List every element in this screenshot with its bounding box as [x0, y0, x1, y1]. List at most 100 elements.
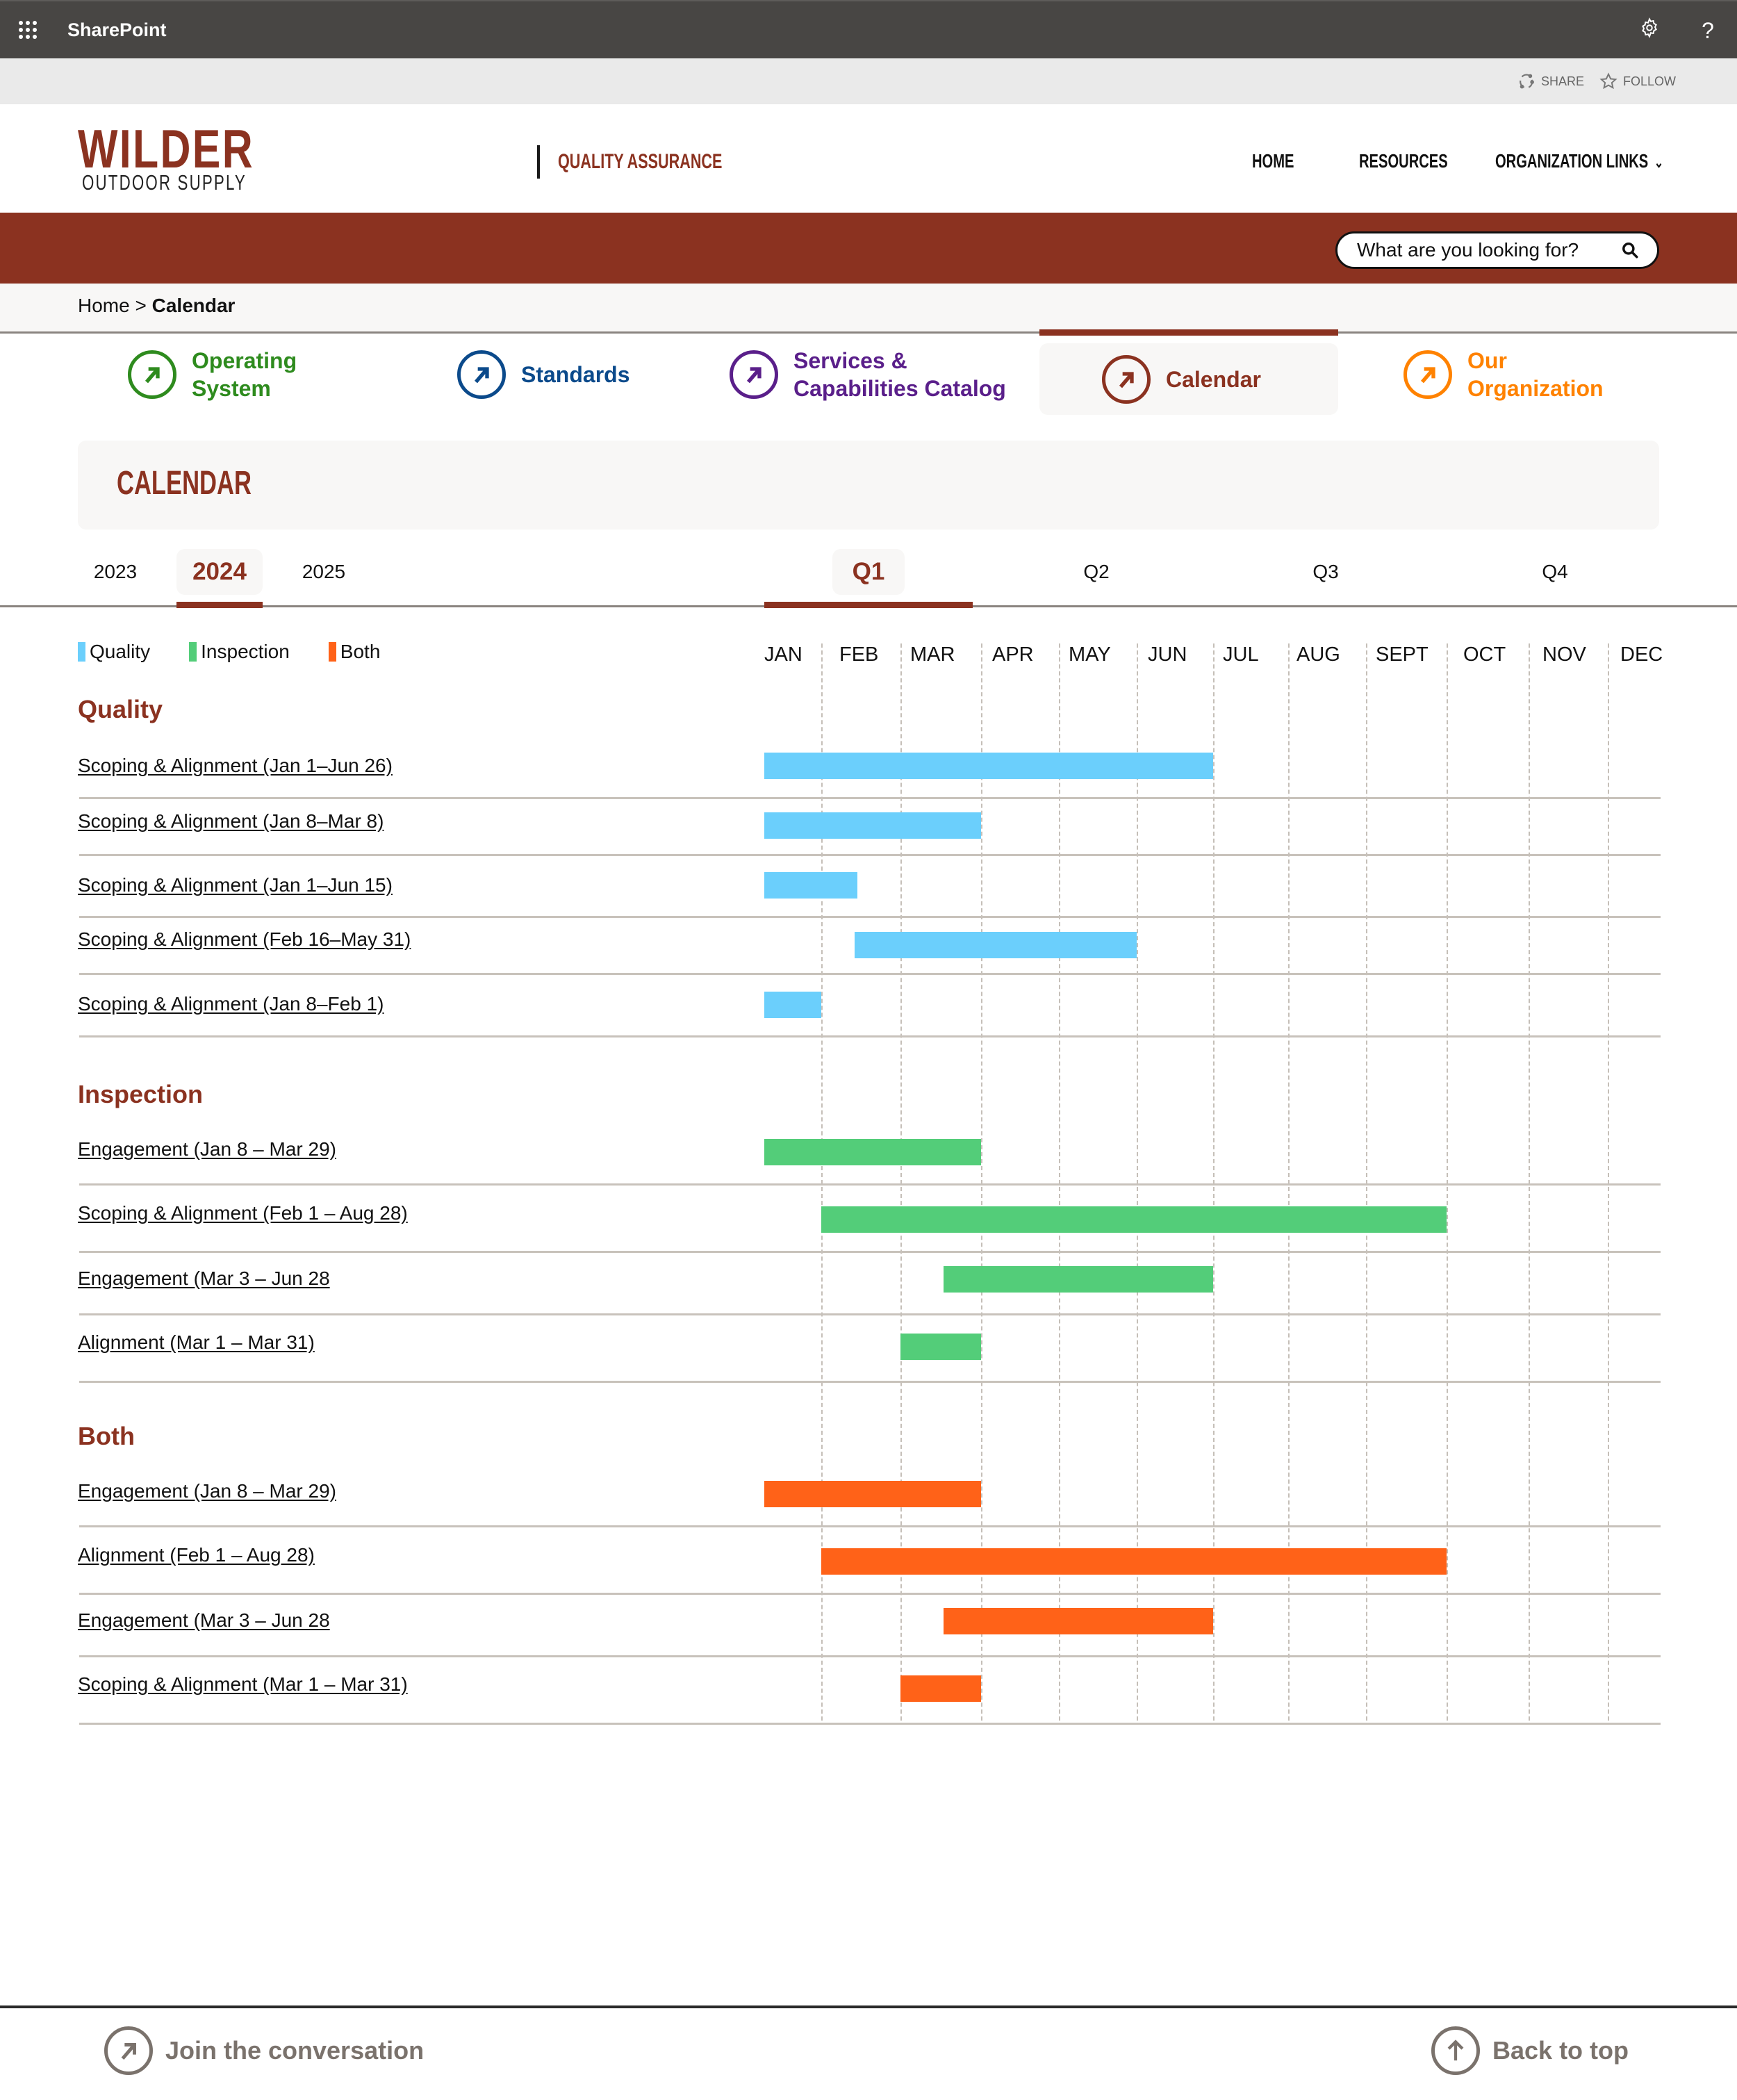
row-divider [79, 1035, 1661, 1037]
section-heading-quality: Quality [78, 695, 163, 723]
quick-links: Operating System Standards Services & Capa… [0, 329, 1737, 417]
site-name[interactable]: QUALITY ASSURANCE [558, 150, 723, 173]
event-link[interactable]: Alignment (Mar 1 – Mar 31) [78, 1331, 315, 1353]
month-label: MAR [910, 643, 955, 666]
gantt-bar-quality[interactable] [764, 753, 1213, 779]
legend-label: Inspection [201, 641, 290, 662]
quick-link-label: Operating [192, 347, 297, 373]
row-divider [79, 797, 1661, 799]
settings-gear-icon[interactable] [1620, 17, 1679, 44]
section-heading-inspection: Inspection [78, 1080, 204, 1108]
legend-item-quality: Quality [78, 641, 150, 663]
event-link[interactable]: Engagement (Mar 3 – Jun 28 [78, 1609, 330, 1631]
arrow-up-right-icon [128, 350, 176, 399]
nav-organization-links-label: ORGANIZATION LINKS [1495, 150, 1649, 172]
join-conversation-label: Join the conversation [165, 2036, 425, 2065]
app-name[interactable]: SharePoint [67, 19, 167, 40]
back-to-top-label: Back to top [1492, 2036, 1629, 2065]
join-conversation-link[interactable]: Join the conversation [104, 2026, 424, 2075]
tab-q4[interactable]: Q4 [1542, 561, 1568, 582]
row-divider [79, 1381, 1661, 1383]
gantt-bar-both[interactable] [821, 1548, 1447, 1575]
row-divider [79, 1723, 1661, 1725]
month-label: APR [992, 643, 1034, 666]
legend-swatch-inspection [189, 642, 197, 662]
gantt-bar-inspection[interactable] [764, 1139, 981, 1165]
month-label: SEPT [1376, 643, 1429, 666]
breadcrumb-home[interactable]: Home [78, 295, 130, 316]
search-input[interactable] [1357, 239, 1621, 261]
share-button[interactable]: SHARE [1517, 72, 1584, 90]
gantt-bar-both[interactable] [944, 1608, 1213, 1634]
tab-year-2024[interactable]: 2024 [176, 549, 263, 595]
gantt-bar-quality[interactable] [764, 812, 981, 839]
site-action-bar: SHARE FOLLOW [0, 58, 1737, 104]
breadcrumb-separator: > [129, 295, 152, 316]
month-gridline [1608, 643, 1609, 1721]
event-link[interactable]: Engagement (Mar 3 – Jun 28 [78, 1268, 330, 1289]
tab-year-2025[interactable]: 2025 [302, 561, 346, 582]
nav-resources[interactable]: RESOURCES [1359, 150, 1448, 172]
wilder-logo[interactable]: WILDER OUTDOOR SUPPLY [78, 122, 311, 193]
breadcrumb-bar: Home > Calendar [0, 284, 1737, 334]
event-link[interactable]: Alignment (Feb 1 – Aug 28) [78, 1544, 315, 1566]
gantt-bar-inspection[interactable] [821, 1206, 1447, 1233]
row-divider [79, 1655, 1661, 1657]
gantt-bar-quality[interactable] [764, 872, 857, 899]
month-label: MAY [1069, 643, 1111, 666]
search-icon[interactable] [1621, 241, 1639, 259]
event-link[interactable]: Engagement (Jan 8 – Mar 29) [78, 1480, 336, 1502]
legend-item-inspection: Inspection [189, 641, 290, 663]
nav-home[interactable]: HOME [1252, 150, 1294, 172]
gantt-bar-both[interactable] [764, 1481, 981, 1507]
month-gridline [1529, 643, 1530, 1721]
gantt-bar-both[interactable] [900, 1675, 981, 1702]
gantt-bar-inspection[interactable] [944, 1266, 1213, 1293]
event-link[interactable]: Scoping & Alignment (Feb 1 – Aug 28) [78, 1202, 408, 1224]
section-heading-both: Both [78, 1422, 135, 1450]
quick-link-our-organization[interactable]: Our Organization [1403, 334, 1604, 415]
event-link[interactable]: Scoping & Alignment (Jan 1–Jun 26) [78, 755, 393, 776]
quick-link-standards[interactable]: Standards [457, 334, 629, 415]
tab-q3[interactable]: Q3 [1312, 561, 1339, 582]
year-tab-underline [176, 602, 263, 608]
legend-label: Quality [90, 641, 151, 662]
quick-link-label: Calendar [1166, 366, 1261, 392]
breadcrumb-current: Calendar [151, 295, 236, 316]
search-box[interactable] [1335, 231, 1659, 269]
gantt-bar-quality[interactable] [764, 992, 821, 1018]
month-label: DEC [1620, 643, 1663, 666]
event-link[interactable]: Scoping & Alignment (Jan 8–Feb 1) [78, 993, 384, 1015]
arrow-up-right-icon [1102, 354, 1151, 404]
row-divider [79, 854, 1661, 856]
event-link[interactable]: Scoping & Alignment (Mar 1 – Mar 31) [78, 1673, 408, 1695]
month-axis: JAN FEB MAR APR MAY JUN JUL AUG SEPT OCT NOV DEC [764, 643, 1663, 671]
quick-link-calendar[interactable]: Calendar [1039, 343, 1338, 415]
help-question-icon[interactable]: ? [1702, 17, 1714, 43]
quarter-tab-underline [764, 602, 973, 608]
nav-organization-links[interactable]: ORGANIZATION LINKS ⌄ [1495, 150, 1663, 172]
gantt-bar-quality[interactable] [855, 932, 1137, 958]
quick-link-services-catalog[interactable]: Services & Capabilities Catalog [730, 334, 1006, 415]
quick-link-label: System [192, 375, 271, 401]
tab-q1[interactable]: Q1 [832, 549, 905, 595]
arrow-up-icon [1431, 2026, 1480, 2075]
event-link[interactable]: Engagement (Jan 8 – Mar 29) [78, 1138, 336, 1160]
waffle-icon[interactable] [19, 21, 37, 39]
back-to-top-link[interactable]: Back to top [1431, 2026, 1629, 2075]
breadcrumb: Home > Calendar [78, 295, 235, 317]
tab-q2[interactable]: Q2 [1083, 561, 1110, 582]
tab-year-2023[interactable]: 2023 [93, 561, 138, 582]
gantt-bar-inspection[interactable] [900, 1334, 981, 1360]
chart-legend: Quality Inspection Both [78, 641, 419, 663]
event-link[interactable]: Scoping & Alignment (Jan 1–Jun 15) [78, 874, 393, 896]
event-link[interactable]: Scoping & Alignment (Feb 16–May 31) [78, 928, 411, 950]
month-label: FEB [839, 643, 879, 666]
follow-button[interactable]: FOLLOW [1599, 72, 1676, 90]
event-link[interactable]: Scoping & Alignment (Jan 8–Mar 8) [78, 810, 384, 832]
quick-link-operating-system[interactable]: Operating System [128, 334, 297, 415]
period-tabs: 2023 2024 2025 Q1 Q2 Q3 Q4 [0, 549, 1737, 608]
quick-link-label: Organization [1467, 375, 1604, 401]
site-header: WILDER OUTDOOR SUPPLY QUALITY ASSURANCE … [0, 104, 1737, 213]
row-divider [79, 973, 1661, 975]
